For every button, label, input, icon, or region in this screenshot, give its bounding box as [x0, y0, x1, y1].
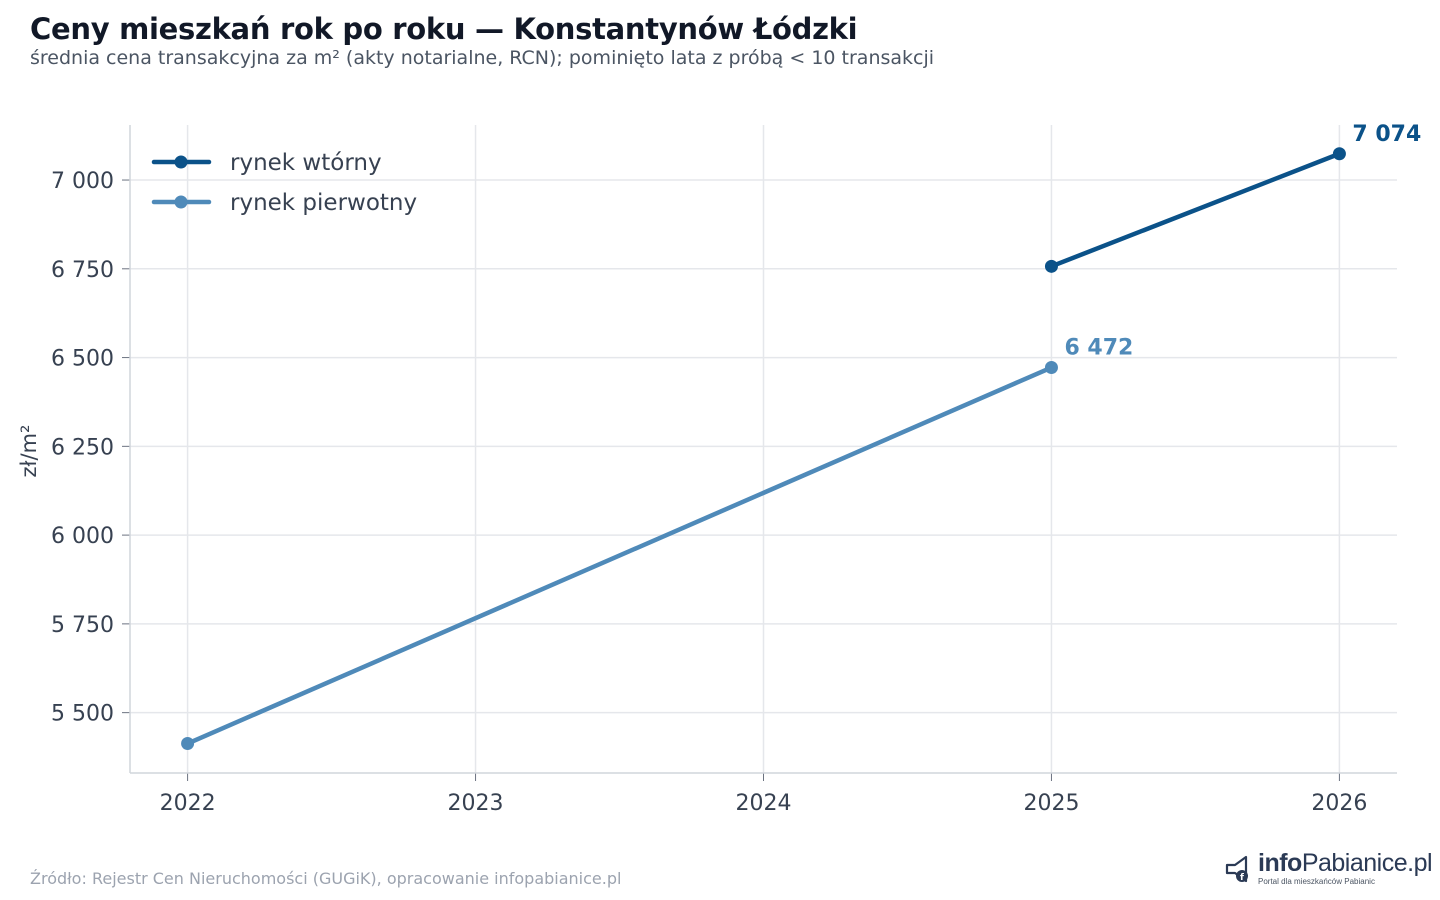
data-point [181, 737, 195, 751]
end-value-label: 7 074 [1352, 122, 1421, 147]
data-point [1044, 259, 1058, 273]
x-tick-label: 2026 [1311, 791, 1367, 816]
x-tick-label: 2022 [160, 791, 216, 816]
y-tick-label: 5 750 [51, 613, 114, 638]
legend-entry: rynek pierwotny [230, 190, 417, 216]
series-line-rynek-wtorny [1049, 151, 1342, 269]
logo-tagline: Portal dla mieszkańców Pabianic [1258, 877, 1375, 886]
y-axis-label: zł/m² [17, 425, 41, 478]
y-tick-label: 7 000 [51, 169, 114, 194]
legend-entry: rynek wtórny [230, 150, 382, 176]
chart-subtitle: średnia cena transakcyjna za m² (akty no… [30, 47, 935, 69]
logo-brand-bold: info [1258, 849, 1302, 877]
y-tick-label: 5 500 [51, 702, 114, 727]
x-tick-label: 2023 [448, 791, 504, 816]
y-tick-label: 6 750 [51, 258, 114, 283]
series-line-rynek-pierwotny [185, 365, 1054, 746]
y-tick-label: 6 000 [51, 524, 114, 549]
logo-wordmark: infoPabianice.pl [1258, 849, 1433, 878]
megaphone-icon: f [1225, 855, 1248, 883]
chart-title: Ceny mieszkań rok po roku — Konstantynów… [30, 12, 858, 46]
brand-logo[interactable]: f infoPabianice.pl Portal dla mieszkańcó… [1224, 849, 1433, 890]
legend-swatch-marker [174, 195, 188, 209]
logo-brand-light: Pabianice.pl [1301, 849, 1433, 877]
end-value-label: 6 472 [1064, 336, 1133, 361]
data-point [1044, 361, 1058, 375]
data-point [1332, 147, 1346, 161]
legend-swatch-marker [174, 155, 188, 169]
source-note: Źródło: Rejestr Cen Nieruchomości (GUGiK… [30, 869, 622, 888]
y-tick-label: 6 500 [51, 347, 114, 372]
x-tick-label: 2024 [736, 791, 792, 816]
svg-text:f: f [1240, 873, 1244, 883]
x-tick-label: 2025 [1023, 791, 1079, 816]
y-tick-label: 6 250 [51, 435, 114, 460]
